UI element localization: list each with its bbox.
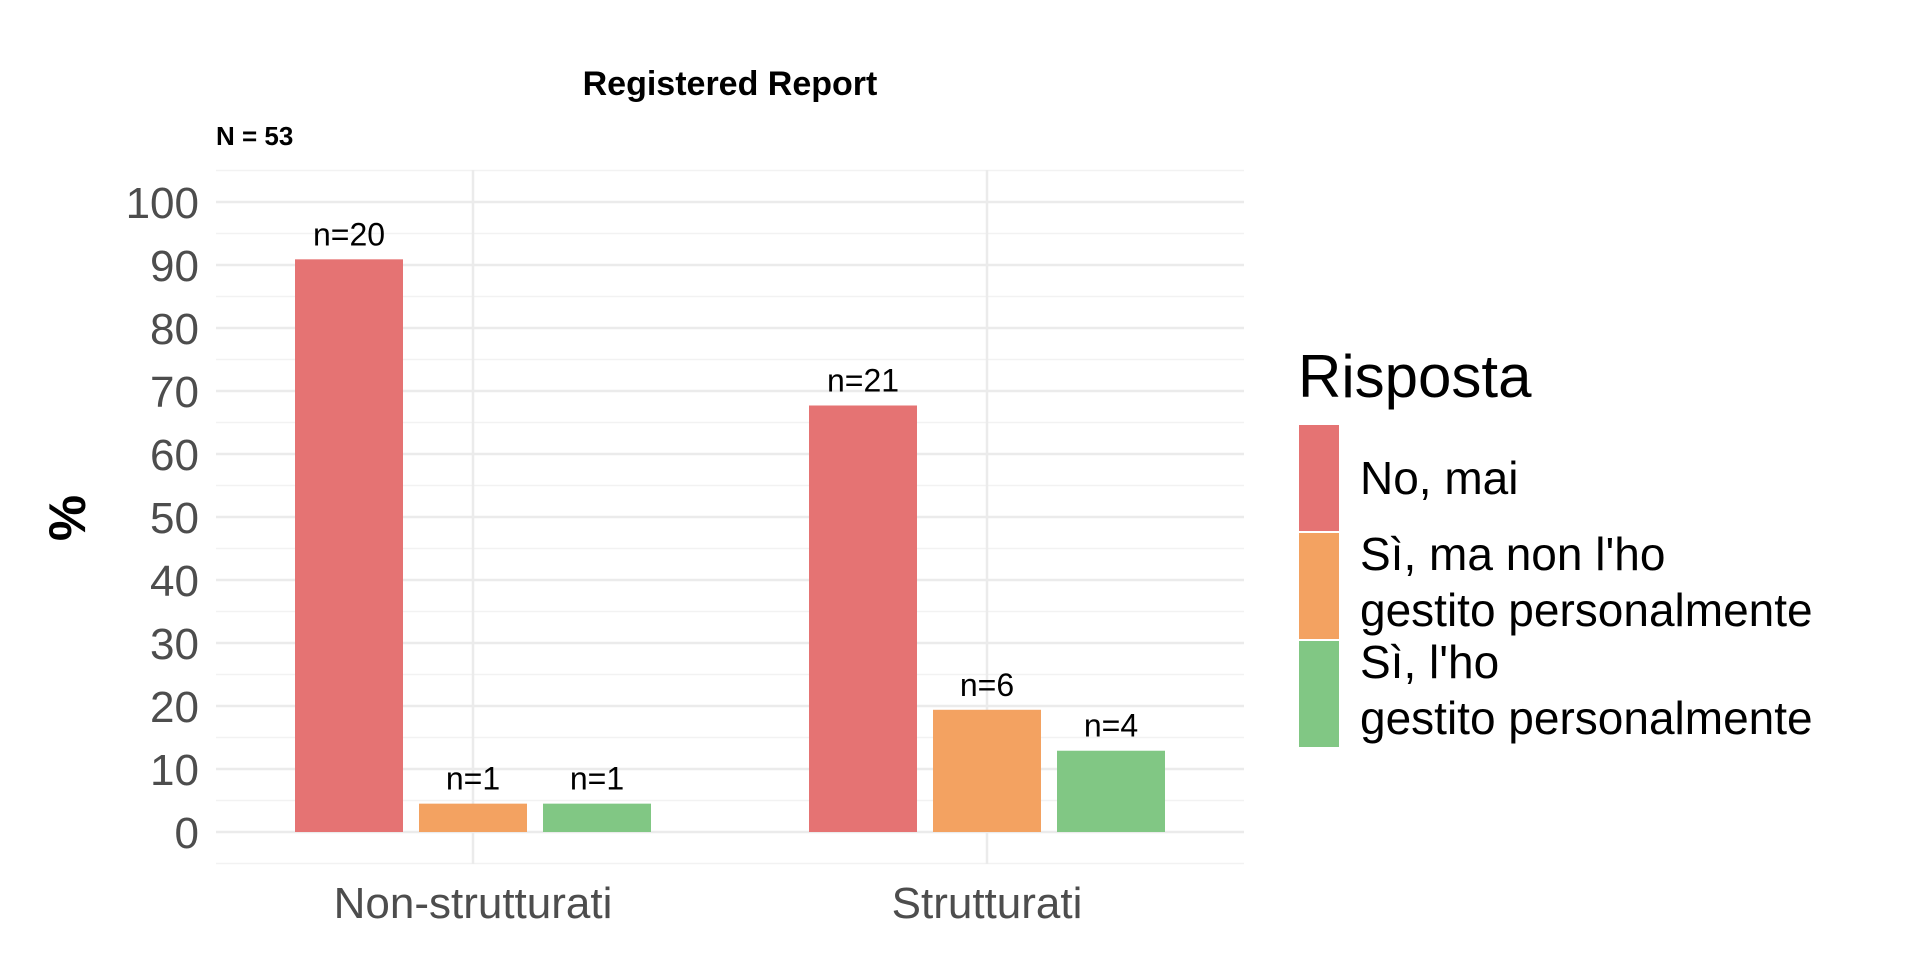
y-tick-label: 0	[175, 809, 199, 858]
y-tick-label: 50	[150, 494, 199, 543]
legend-title: Risposta	[1298, 343, 1532, 410]
bar-data-label: n=4	[1084, 708, 1138, 744]
legend: No, mai Sì, ma non l'ho gestito personalme…	[1297, 423, 1813, 749]
bar-data-label: n=21	[827, 362, 899, 398]
bar	[419, 803, 527, 832]
chart-subtitle: N = 53	[216, 121, 293, 151]
y-axis-title: %	[39, 495, 97, 541]
y-tick-label: 70	[150, 368, 199, 417]
bar-data-label: n=20	[313, 216, 385, 252]
legend-label: No, mai	[1360, 452, 1518, 504]
x-axis-ticks: Non-strutturati Strutturati	[334, 879, 1083, 928]
x-tick-label: Strutturati	[892, 879, 1083, 928]
bar	[543, 803, 651, 832]
y-tick-label: 30	[150, 620, 199, 669]
legend-key	[1297, 639, 1341, 749]
data-labels: n=20 n=1 n=1 n=21 n=6 n=4	[313, 216, 1138, 796]
y-tick-label: 100	[126, 179, 199, 228]
chart-title: Registered Report	[583, 65, 878, 103]
x-tick-label: Non-strutturati	[334, 879, 613, 928]
y-tick-label: 60	[150, 431, 199, 480]
bar	[295, 259, 403, 833]
legend-label: Sì, ma non l'ho gestito personalmente	[1360, 528, 1813, 636]
bars	[295, 259, 1165, 833]
bar	[1057, 750, 1165, 832]
bar	[933, 709, 1041, 832]
y-tick-label: 90	[150, 242, 199, 291]
legend-key	[1297, 531, 1341, 641]
y-tick-label: 40	[150, 557, 199, 606]
legend-key	[1297, 423, 1341, 533]
y-tick-label: 80	[150, 305, 199, 354]
y-tick-label: 20	[150, 683, 199, 732]
legend-label: Sì, l'ho gestito personalmente	[1360, 636, 1813, 744]
bar-data-label: n=1	[570, 761, 624, 797]
bar-data-label: n=1	[446, 761, 500, 797]
y-tick-label: 10	[150, 746, 199, 795]
y-axis-ticks: 0 10 20 30 40 50 60 70 80 90 100	[126, 179, 199, 858]
bar	[809, 405, 917, 832]
bar-data-label: n=6	[960, 667, 1014, 703]
